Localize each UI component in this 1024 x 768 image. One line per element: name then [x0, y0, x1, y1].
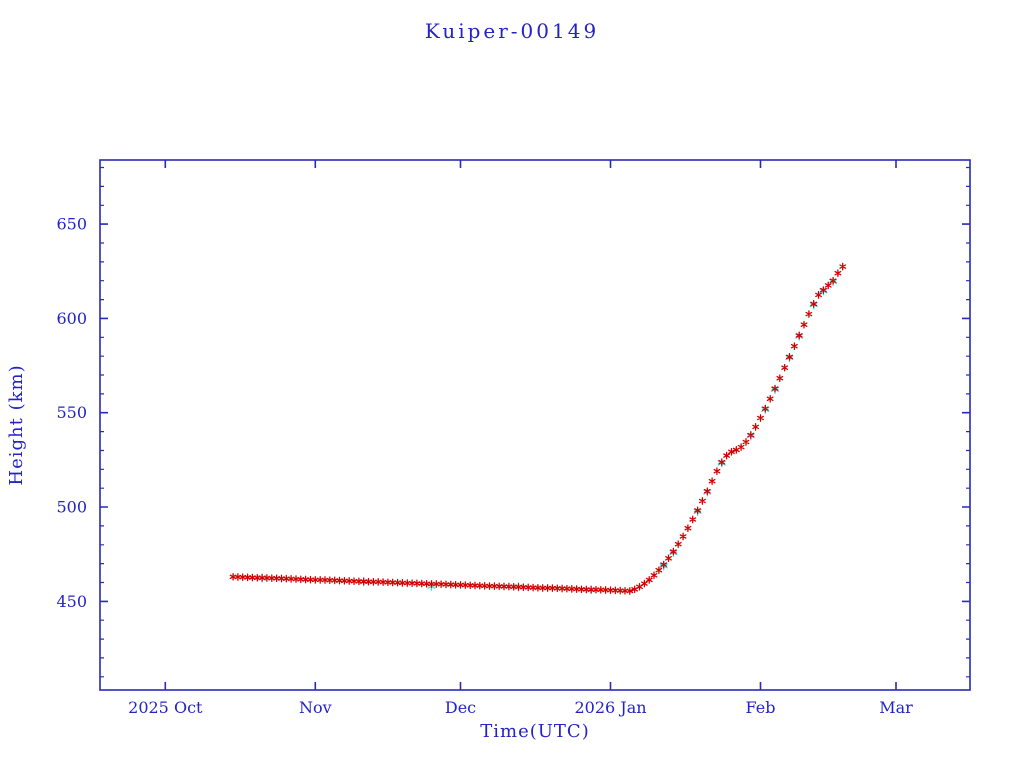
chart-title: Kuiper-00149: [425, 19, 599, 43]
y-tick-label: 500: [56, 498, 87, 517]
y-tick-label: 550: [56, 403, 87, 422]
y-tick-label: 650: [56, 215, 87, 234]
series-height-primary: [229, 262, 847, 595]
x-tick-label: Dec: [445, 698, 476, 717]
major-ticks: [100, 160, 970, 690]
plot-area: 2025 Oct Nov Dec 2026 Jan Feb Mar 450 500 550 600…: [56, 159, 971, 717]
x-axis-title: Time(UTC): [480, 721, 589, 742]
plot-box: [99, 159, 971, 691]
x-tick-label: Feb: [746, 698, 776, 717]
x-tick-label: Nov: [299, 698, 332, 717]
y-tick-label: 600: [56, 309, 87, 328]
y-tick-label: 450: [56, 592, 87, 611]
x-tick-label: Mar: [879, 698, 913, 717]
y-axis-title: Height (km): [6, 364, 27, 485]
x-tick-label: 2025 Oct: [128, 698, 203, 717]
x-tick-label: 2026 Jan: [574, 698, 646, 717]
minor-ticks: [100, 166, 970, 678]
